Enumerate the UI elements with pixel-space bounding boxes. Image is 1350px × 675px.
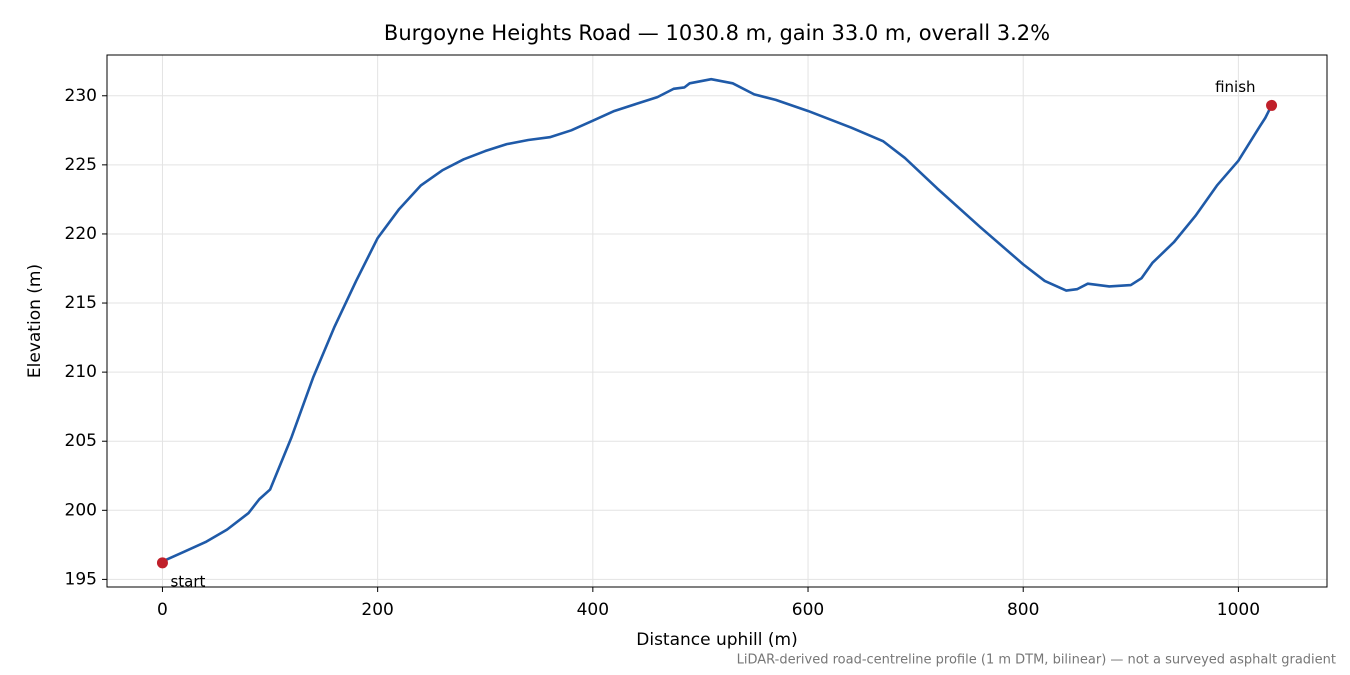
endpoint-label: start [170, 572, 205, 590]
plot-frame [106, 54, 1328, 588]
y-tick-label: 225 [65, 155, 97, 175]
footnote: LiDAR-derived road-centreline profile (1… [737, 653, 1336, 668]
elevation-line [161, 77, 1273, 563]
y-tick-label: 200 [65, 500, 97, 520]
endpoint-marker [156, 557, 168, 569]
y-tick-label: 215 [65, 293, 97, 313]
y-tick-label: 210 [65, 362, 97, 382]
y-tick-label: 220 [65, 224, 97, 244]
y-tick-label: 230 [65, 86, 97, 106]
endpoint-label: finish [1215, 78, 1255, 96]
y-tick-label: 205 [65, 431, 97, 451]
y-tick-label: 195 [65, 569, 97, 589]
x-tick-label: 200 [361, 600, 393, 620]
x-axis-label: Distance uphill (m) [636, 630, 797, 650]
x-tick-label: 600 [792, 600, 824, 620]
y-axis-label: Elevation (m) [25, 264, 45, 378]
x-tick-label: 800 [1007, 600, 1039, 620]
x-tick-label: 1000 [1217, 600, 1260, 620]
endpoint-marker [1266, 99, 1278, 111]
x-tick-label: 0 [157, 600, 168, 620]
chart-title: Burgoyne Heights Road — 1030.8 m, gain 3… [384, 21, 1050, 45]
x-tick-label: 400 [577, 600, 609, 620]
